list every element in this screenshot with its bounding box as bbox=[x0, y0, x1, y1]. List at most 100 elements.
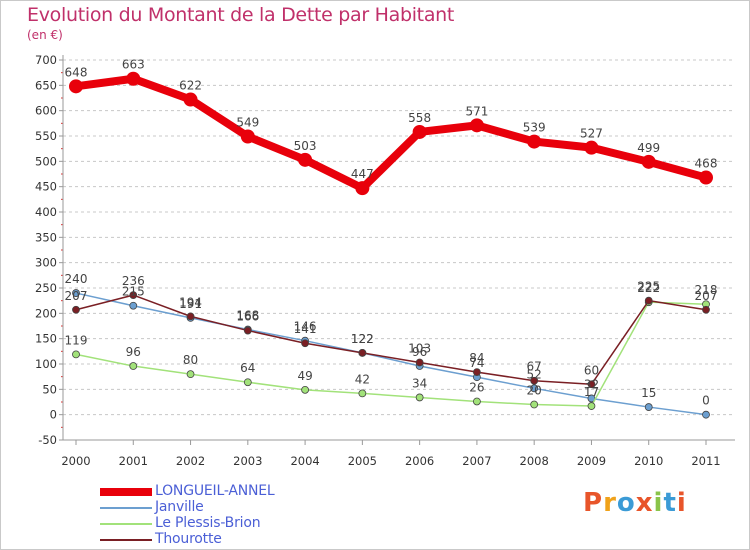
data-label: 503 bbox=[294, 139, 317, 153]
line-chart: -500501001502002503003504004505005506006… bbox=[35, 53, 735, 468]
data-point bbox=[240, 129, 255, 144]
series-line-0 bbox=[72, 74, 710, 193]
legend-label: Janville bbox=[155, 499, 204, 515]
data-label: 571 bbox=[465, 104, 488, 118]
data-label: 240 bbox=[65, 272, 88, 286]
data-label: 0 bbox=[702, 394, 710, 408]
data-label: 20 bbox=[527, 384, 542, 398]
data-point bbox=[587, 380, 596, 389]
data-point bbox=[126, 71, 141, 86]
x-tick-label: 2004 bbox=[290, 454, 319, 468]
data-point bbox=[644, 403, 653, 411]
data-label: 447 bbox=[351, 167, 374, 181]
data-label: 74 bbox=[469, 356, 484, 370]
data-label: 34 bbox=[412, 376, 427, 390]
data-label: 119 bbox=[65, 333, 88, 347]
legend-swatch bbox=[100, 488, 152, 496]
data-point bbox=[72, 289, 80, 297]
x-tick-label: 2001 bbox=[119, 454, 148, 468]
x-tick-label: 2007 bbox=[462, 454, 491, 468]
y-tick-label: 400 bbox=[35, 205, 57, 219]
data-label: 194 bbox=[179, 295, 202, 309]
legend-swatch bbox=[100, 507, 152, 509]
data-label: 141 bbox=[294, 322, 317, 336]
y-tick-label: 350 bbox=[35, 230, 57, 244]
y-tick-label: 150 bbox=[35, 332, 57, 346]
data-label: 648 bbox=[65, 65, 88, 79]
data-label: 215 bbox=[122, 285, 145, 299]
x-tick-label: 2011 bbox=[691, 454, 720, 468]
x-tick-label: 2010 bbox=[634, 454, 663, 468]
data-label: 191 bbox=[179, 297, 202, 311]
legend-swatch bbox=[100, 523, 152, 525]
y-tick-label: 250 bbox=[35, 281, 57, 295]
y-tick-label: 300 bbox=[35, 256, 57, 270]
logo-letter: P bbox=[583, 488, 604, 518]
data-label: 26 bbox=[469, 380, 484, 394]
data-label: 96 bbox=[412, 345, 427, 359]
data-point bbox=[72, 350, 80, 359]
data-point bbox=[298, 152, 313, 167]
data-point bbox=[415, 393, 424, 402]
x-tick-label: 2003 bbox=[233, 454, 262, 468]
data-label: 80 bbox=[183, 353, 198, 367]
data-label: 549 bbox=[236, 116, 259, 130]
logo-letter: i bbox=[676, 488, 687, 518]
data-label: 225 bbox=[637, 280, 660, 294]
data-label: 207 bbox=[65, 289, 88, 303]
data-label: 96 bbox=[126, 345, 141, 359]
proxiti-logo: Proxiti bbox=[583, 488, 687, 518]
data-label: 67 bbox=[527, 360, 542, 374]
data-point bbox=[702, 305, 710, 314]
data-label: 222 bbox=[637, 281, 660, 295]
data-label: 64 bbox=[240, 361, 255, 375]
data-label: 218 bbox=[695, 283, 718, 297]
y-tick-label: 100 bbox=[35, 357, 57, 371]
data-label: 166 bbox=[236, 310, 259, 324]
y-tick-label: 200 bbox=[35, 306, 57, 320]
data-label: 60 bbox=[584, 363, 599, 377]
data-point bbox=[473, 397, 481, 406]
unit-label: (en €) bbox=[27, 28, 63, 42]
data-point bbox=[243, 326, 252, 335]
data-point bbox=[358, 348, 367, 357]
data-point bbox=[186, 312, 195, 321]
data-point bbox=[72, 305, 80, 314]
y-tick-label: 0 bbox=[50, 408, 57, 422]
data-point bbox=[301, 339, 309, 348]
data-label: 468 bbox=[695, 157, 718, 171]
x-tick-label: 2000 bbox=[61, 454, 90, 468]
x-tick-label: 2008 bbox=[520, 454, 549, 468]
y-tick-label: 50 bbox=[42, 382, 57, 396]
data-label: 539 bbox=[523, 121, 546, 135]
data-label: 122 bbox=[351, 332, 374, 346]
data-point bbox=[358, 389, 367, 398]
data-point bbox=[129, 301, 138, 310]
data-point bbox=[473, 368, 481, 377]
data-point bbox=[530, 400, 539, 409]
y-tick-label: 700 bbox=[35, 53, 57, 67]
data-point bbox=[69, 79, 83, 94]
data-label: 15 bbox=[641, 386, 656, 400]
data-point bbox=[129, 291, 138, 299]
series-line-2 bbox=[75, 301, 707, 407]
logo-letter: r bbox=[603, 488, 617, 518]
x-tick-label: 2005 bbox=[348, 454, 377, 468]
data-point bbox=[641, 154, 656, 169]
data-label: 527 bbox=[580, 127, 603, 141]
legend-swatch bbox=[100, 539, 152, 541]
y-tick-label: 600 bbox=[35, 104, 57, 118]
data-point bbox=[129, 362, 138, 370]
data-label: 52 bbox=[527, 367, 542, 381]
data-label: 146 bbox=[294, 320, 317, 334]
data-point bbox=[699, 170, 713, 185]
chart-title: Evolution du Montant de la Dette par Hab… bbox=[27, 4, 455, 26]
data-point bbox=[644, 296, 653, 305]
data-point bbox=[183, 92, 198, 107]
data-label: 84 bbox=[469, 351, 484, 365]
data-point bbox=[186, 370, 195, 379]
series-line-1 bbox=[75, 292, 707, 416]
y-tick-label: 500 bbox=[35, 154, 57, 168]
logo-letter: t bbox=[663, 488, 677, 518]
